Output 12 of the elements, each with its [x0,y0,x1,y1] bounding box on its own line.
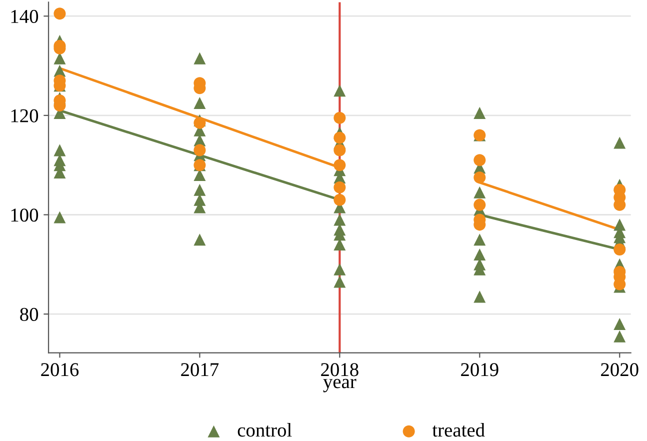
x-axis-title: year [323,378,356,392]
x-tick-label: 2016 [41,363,79,376]
x-tick-label: 2020 [601,363,638,376]
y-tick-label: 140 [11,10,38,24]
y-tick-label: 120 [11,109,38,122]
legend-label: treated [432,423,485,437]
x-tick-label: 2019 [461,363,498,376]
x-tick-label: 2018 [321,363,358,376]
y-tick-label: 100 [11,208,38,222]
y-tick-label: 80 [20,308,38,322]
legend-label: control [238,423,292,437]
x-tick-label: 2017 [181,363,219,376]
